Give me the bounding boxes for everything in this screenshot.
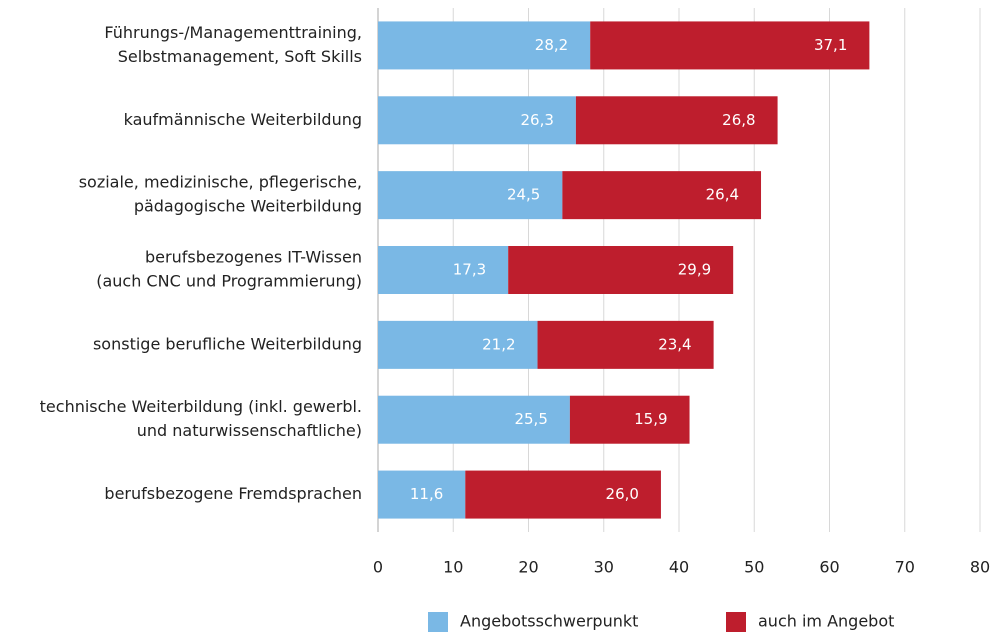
bar-segment (569, 395, 690, 444)
x-tick-label: 0 (373, 558, 383, 577)
category-label: Führungs-/Managementtraining, (104, 23, 362, 42)
bar-segment (378, 246, 509, 294)
legend-label: Angebotsschwerpunkt (460, 612, 638, 631)
x-tick-label: 50 (744, 558, 764, 577)
bar-segment (562, 171, 762, 220)
bar-segment (590, 21, 870, 70)
x-tick-label: 70 (895, 558, 915, 577)
x-tick-label: 40 (669, 558, 689, 577)
bar-segment (537, 320, 714, 369)
x-tick-label: 10 (443, 558, 463, 577)
bar-segment (378, 21, 591, 70)
value-label: 26,8 (722, 111, 755, 129)
value-label: 26,4 (706, 186, 739, 204)
value-label: 25,5 (514, 410, 547, 428)
bar-segment (378, 320, 538, 369)
category-label: technische Weiterbildung (inkl. gewerbl. (40, 397, 362, 416)
bar-segment (378, 171, 563, 220)
x-tick-label: 30 (594, 558, 614, 577)
x-tick-label: 80 (970, 558, 990, 577)
value-label: 15,9 (634, 410, 667, 428)
value-label: 29,9 (678, 261, 711, 279)
value-label: 17,3 (453, 261, 486, 279)
bar-segment (378, 96, 576, 145)
category-label: berufsbezogenes IT-Wissen (145, 248, 362, 267)
bar-segment (575, 96, 778, 145)
bar-segment (378, 470, 466, 519)
value-label: 28,2 (535, 36, 568, 54)
value-label: 23,4 (658, 335, 691, 353)
category-label: und naturwissenschaftliche) (137, 421, 362, 440)
legend-swatch (726, 612, 746, 632)
x-tick-label: 20 (518, 558, 538, 577)
category-label: kaufmännische Weiterbildung (124, 110, 362, 129)
value-label: 24,5 (507, 186, 540, 204)
legend-swatch (428, 612, 448, 632)
bar-segment (465, 470, 661, 519)
category-label: pädagogische Weiterbildung (134, 197, 362, 216)
category-label: soziale, medizinische, pflegerische, (79, 173, 362, 192)
x-tick-label: 60 (819, 558, 839, 577)
category-label: Selbstmanagement, Soft Skills (118, 47, 362, 66)
bar-segment (378, 395, 570, 444)
value-label: 26,3 (521, 111, 554, 129)
value-label: 21,2 (482, 335, 515, 353)
bar-segment (508, 246, 734, 294)
value-label: 26,0 (606, 485, 639, 503)
value-label: 37,1 (814, 36, 847, 54)
category-label: (auch CNC und Programmierung) (96, 272, 362, 291)
category-label: sonstige berufliche Weiterbildung (93, 334, 362, 353)
value-label: 11,6 (410, 485, 443, 503)
category-label: berufsbezogene Fremdsprachen (104, 484, 362, 503)
legend-label: auch im Angebot (758, 612, 894, 631)
